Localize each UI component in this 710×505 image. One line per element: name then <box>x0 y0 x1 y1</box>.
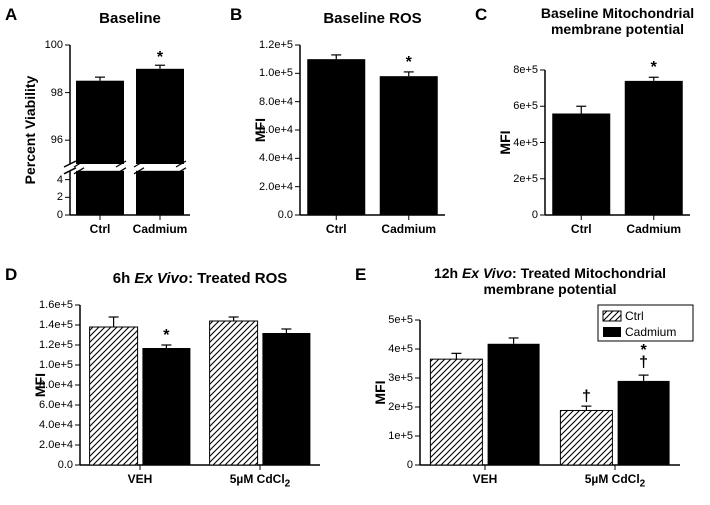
bar <box>560 410 612 465</box>
sig-marker: *† <box>634 345 654 369</box>
legend-label: Cadmium <box>625 325 676 339</box>
ytick: 0 <box>363 459 413 471</box>
ytick: 4e+5 <box>363 343 413 355</box>
axes-E <box>0 0 710 505</box>
bar <box>430 359 482 465</box>
bar <box>488 344 540 465</box>
legend-label: Ctrl <box>625 309 644 323</box>
ytick: 3e+5 <box>363 372 413 384</box>
sig-marker: † <box>576 388 596 406</box>
xtick: 5µM CdCl2 <box>570 472 660 489</box>
ytick: 1e+5 <box>363 430 413 442</box>
ytick: 5e+5 <box>363 314 413 326</box>
xtick: VEH <box>440 472 530 486</box>
ytick: 2e+5 <box>363 401 413 413</box>
bar <box>618 381 670 465</box>
